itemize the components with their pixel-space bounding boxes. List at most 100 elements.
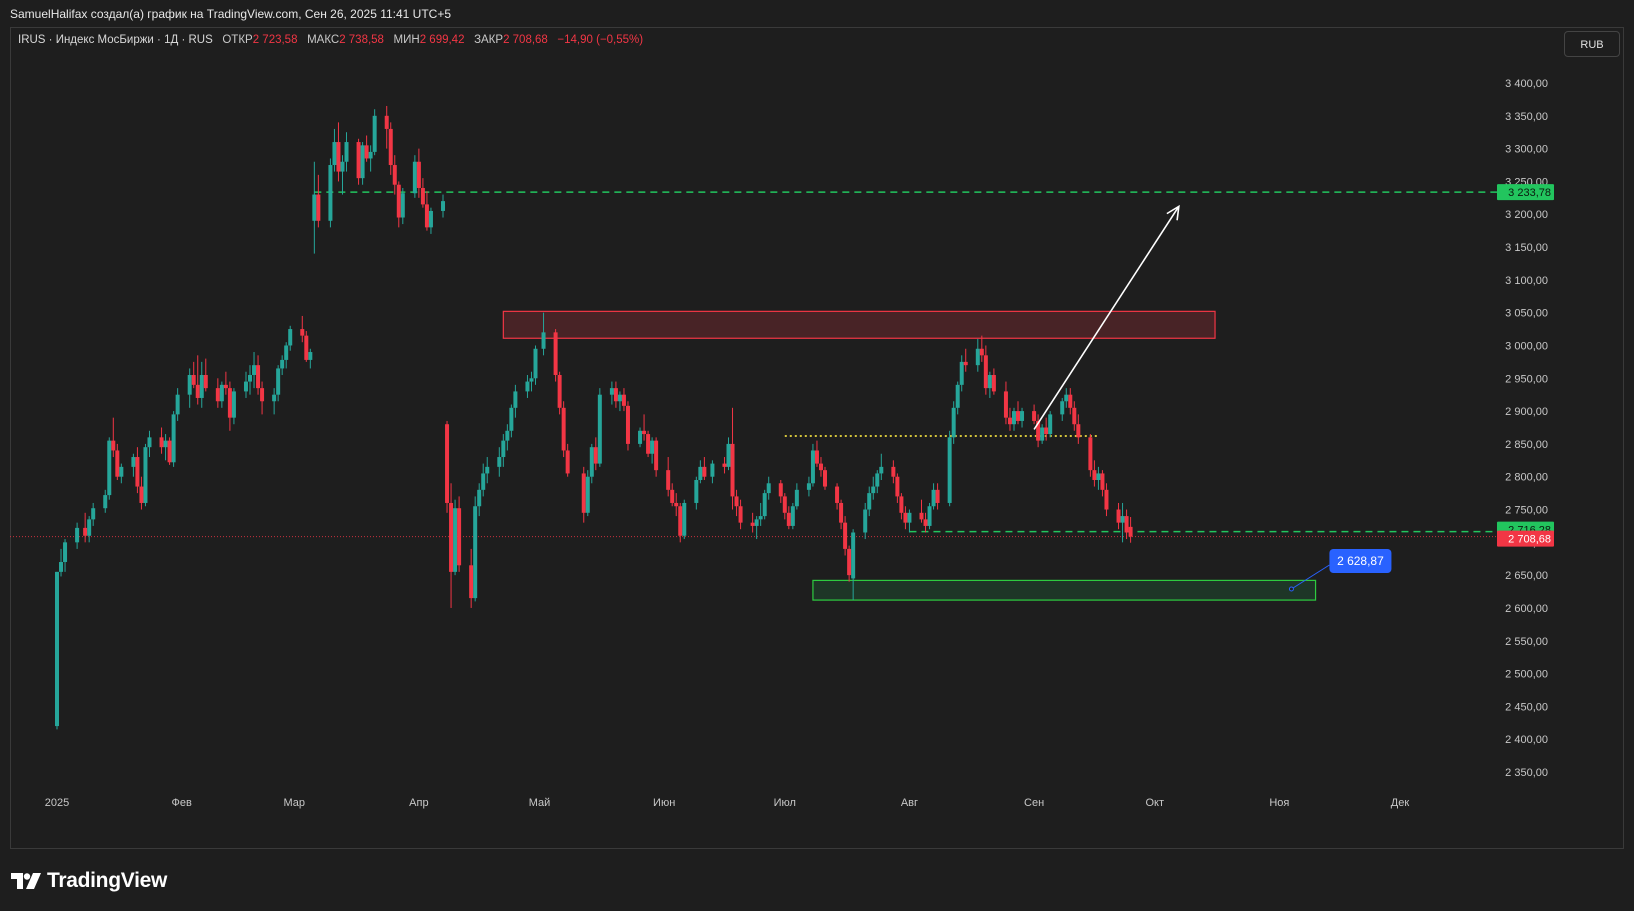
candle[interactable]	[119, 466, 124, 477]
candle[interactable]	[786, 512, 791, 526]
candle[interactable]	[111, 440, 116, 451]
candle[interactable]	[730, 443, 735, 497]
candle[interactable]	[420, 187, 425, 205]
candle[interactable]	[565, 450, 570, 474]
candle[interactable]	[762, 493, 767, 517]
candle[interactable]	[55, 571, 59, 727]
candle[interactable]	[589, 447, 594, 477]
candle[interactable]	[505, 430, 510, 441]
candle[interactable]	[847, 548, 852, 576]
candle[interactable]	[1007, 417, 1012, 425]
candle[interactable]	[613, 388, 618, 402]
candle[interactable]	[959, 361, 964, 385]
candle[interactable]	[360, 145, 365, 179]
candle[interactable]	[790, 506, 795, 526]
candle[interactable]	[416, 161, 421, 188]
candle[interactable]	[617, 394, 622, 402]
candle[interactable]	[525, 381, 530, 392]
candle[interactable]	[1064, 394, 1069, 402]
candle[interactable]	[1088, 437, 1093, 471]
candle[interactable]	[666, 470, 671, 490]
candle[interactable]	[529, 378, 534, 382]
candle[interactable]	[103, 495, 108, 509]
candle[interactable]	[195, 384, 200, 398]
candle[interactable]	[356, 142, 361, 179]
candle[interactable]	[694, 479, 699, 503]
candle[interactable]	[823, 470, 828, 487]
support-zone[interactable]	[812, 579, 1317, 601]
candle[interactable]	[1036, 420, 1041, 441]
candle[interactable]	[159, 437, 164, 448]
candle[interactable]	[280, 359, 285, 369]
candle[interactable]	[304, 335, 309, 360]
candle[interactable]	[698, 466, 703, 480]
candle[interactable]	[581, 473, 586, 513]
candle[interactable]	[219, 384, 224, 402]
candle[interactable]	[983, 355, 988, 389]
candle[interactable]	[424, 204, 429, 228]
candle[interactable]	[947, 437, 952, 503]
candle[interactable]	[1032, 411, 1037, 421]
candle[interactable]	[400, 193, 405, 218]
candle[interactable]	[927, 506, 932, 526]
candle[interactable]	[260, 388, 265, 402]
candle[interactable]	[899, 496, 904, 513]
candle[interactable]	[428, 210, 433, 228]
candle[interactable]	[284, 345, 289, 360]
candle[interactable]	[215, 388, 220, 402]
candle[interactable]	[135, 457, 140, 487]
candle[interactable]	[316, 194, 321, 221]
candle[interactable]	[1104, 489, 1109, 510]
candle[interactable]	[1011, 411, 1016, 425]
candle[interactable]	[1120, 516, 1125, 523]
candle[interactable]	[951, 407, 956, 438]
candle[interactable]	[1076, 424, 1081, 438]
candle[interactable]	[445, 424, 450, 503]
candle[interactable]	[340, 161, 345, 172]
forecast-arrow-line[interactable]	[1033, 205, 1180, 430]
candle[interactable]	[203, 375, 208, 389]
candle[interactable]	[979, 348, 984, 356]
candle[interactable]	[621, 394, 626, 406]
candle[interactable]	[1128, 526, 1133, 537]
candle[interactable]	[553, 332, 558, 376]
candle[interactable]	[308, 352, 313, 360]
candle[interactable]	[987, 375, 992, 389]
candle[interactable]	[199, 375, 204, 398]
candle[interactable]	[907, 512, 912, 523]
candle[interactable]	[678, 506, 683, 536]
currency-button[interactable]: RUB	[1564, 31, 1620, 57]
candle[interactable]	[597, 394, 602, 464]
candle[interactable]	[991, 375, 996, 392]
candle[interactable]	[1020, 411, 1025, 421]
candle[interactable]	[227, 388, 232, 418]
candle[interactable]	[835, 486, 840, 503]
candle[interactable]	[171, 414, 176, 463]
candle[interactable]	[288, 329, 293, 346]
candle[interactable]	[252, 365, 257, 376]
candle[interactable]	[75, 527, 80, 543]
candle[interactable]	[1003, 391, 1008, 418]
candle[interactable]	[754, 519, 759, 526]
candle[interactable]	[1092, 470, 1097, 480]
candle[interactable]	[87, 519, 92, 536]
candle[interactable]	[931, 489, 936, 507]
candle[interactable]	[276, 368, 281, 395]
candle[interactable]	[392, 165, 397, 185]
candle[interactable]	[710, 463, 715, 477]
candle[interactable]	[1100, 473, 1105, 490]
candle[interactable]	[449, 502, 454, 572]
candle[interactable]	[750, 522, 755, 526]
candle[interactable]	[533, 348, 538, 379]
candle[interactable]	[646, 434, 651, 454]
candle[interactable]	[734, 496, 739, 507]
candle[interactable]	[231, 391, 236, 418]
candle[interactable]	[485, 466, 490, 474]
candle[interactable]	[457, 508, 462, 566]
candle[interactable]	[903, 512, 908, 523]
candle[interactable]	[638, 430, 643, 444]
candle[interactable]	[513, 391, 518, 408]
candle[interactable]	[923, 519, 928, 526]
tradingview-logo[interactable]: TradingView	[11, 869, 167, 893]
candle[interactable]	[384, 115, 389, 129]
